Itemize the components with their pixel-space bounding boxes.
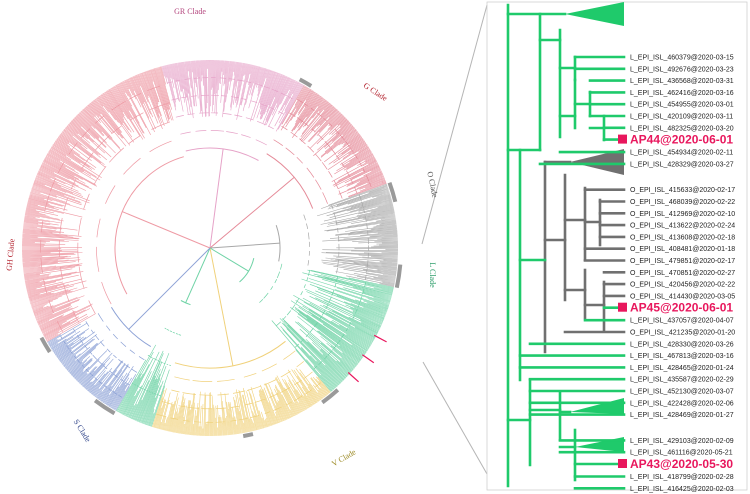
zoom-connector-lines [421, 4, 488, 475]
clade-label: GH Clade [5, 238, 17, 271]
leaf-label: L_EPI_ISL_428329@2020-03-27 [630, 161, 734, 168]
clade-branches-G [209, 85, 387, 249]
leaf-label: O_EPI_ISL_479851@2020-02-17 [630, 258, 735, 265]
highlighted-sample-marker [618, 134, 627, 144]
clade-rim-segment [387, 182, 398, 203]
collapsed-clade-triangle [570, 398, 624, 414]
zoom-panel-frame [486, 1, 748, 491]
collapsed-clade-triangle [570, 149, 624, 175]
clade-rim-segment [93, 398, 116, 416]
highlighted-sample-marker [618, 459, 627, 468]
clade-label: GR Clade [174, 7, 206, 16]
leaf-label: O_EPI_ISL_470851@2020-02-27 [630, 270, 735, 277]
leaf-label: L_EPI_ISL_461116@2020-05-21 [630, 450, 733, 457]
clade-label: O Clade [425, 171, 439, 199]
leaf-label: O_EPI_ISL_415633@2020-02-17 [630, 187, 735, 194]
leaf-label: L_EPI_ISL_454934@2020-02-11 [630, 150, 733, 157]
clade-branches-GH [21, 66, 211, 342]
clade-label: G Clade [362, 81, 389, 103]
leaf-label: L_EPI_ISL_462416@2020-03-16 [630, 90, 734, 97]
leaf-label: L_EPI_ISL_420109@2020-03-11 [630, 114, 733, 121]
clade-branches-V [152, 247, 331, 437]
clade-rim-segment [242, 432, 254, 439]
leaf-label: O_EPI_ISL_408481@2020-01-18 [630, 246, 735, 253]
clade-rim-segment [298, 77, 313, 88]
leaf-label: L_EPI_ISL_437057@2020-04-07 [630, 318, 734, 325]
collapsed-clade-triangle [565, 2, 624, 26]
leaf-label: L_EPI_ISL_435587@2020-02-29 [630, 377, 734, 384]
leaf-label: L_EPI_ISL_467813@2020-03-16 [630, 353, 734, 360]
leaf-label: L_EPI_ISL_418799@2020-02-28 [630, 474, 734, 481]
clade-label: S Clade [72, 418, 93, 444]
leaf-label: O_EPI_ISL_421235@2020-01-20 [630, 330, 735, 337]
leaf-label: L_EPI_ISL_436568@2020-03-31 [630, 78, 734, 85]
leaf-label: O_EPI_ISL_420456@2020-02-22 [630, 282, 735, 289]
leaf-label: L_EPI_ISL_429103@2020-02-09 [630, 438, 734, 445]
leaf-label: L_EPI_ISL_482325@2020-03-20 [630, 125, 734, 132]
clade-branches-O [209, 183, 399, 287]
sample-marker-tick [362, 354, 375, 364]
clade-branches-GR [161, 59, 304, 249]
leaf-label: L_EPI_ISL_422428@2020-02-06 [630, 400, 734, 407]
clade-rim-segment [394, 264, 403, 289]
leaf-label: O_EPI_ISL_468039@2020-02-22 [630, 199, 735, 206]
clade-label: L Clade [428, 262, 437, 288]
leaf-label: L_EPI_ISL_428465@2020-01-24 [630, 365, 734, 372]
leaf-label: L_EPI_ISL_416425@2020-02-03 [630, 486, 734, 493]
highlighted-sample-label: AP45@2020-06-01 [630, 301, 733, 315]
circular-tree [21, 59, 403, 439]
clade-rim-segment [321, 388, 340, 405]
highlighted-sample-marker [618, 302, 627, 312]
leaf-label: L_EPI_ISL_428330@2020-03-26 [630, 341, 734, 348]
highlighted-sample-label: AP43@2020-05-30 [630, 457, 733, 471]
clade-branches-S [47, 247, 211, 411]
leaf-label: L_EPI_ISL_492676@2020-03-23 [630, 66, 734, 73]
leaf-label: O_EPI_ISL_414430@2020-03-05 [630, 293, 735, 300]
clade-branches-L [209, 247, 394, 392]
zoom-subtree: L_EPI_ISL_460379@2020-03-15 L_EPI_ISL_492… [506, 2, 735, 493]
leaf-label: O_EPI_ISL_412969@2020-02-10 [630, 211, 735, 218]
sample-marker-tick [347, 372, 359, 383]
clade-branches-L2 [116, 247, 211, 427]
leaf-label: L_EPI_ISL_452130@2020-03-07 [630, 389, 734, 396]
leaf-label: L_EPI_ISL_460379@2020-03-15 [630, 55, 734, 62]
leaf-label: L_EPI_ISL_428469@2020-01-27 [630, 412, 734, 419]
leaf-label: O_EPI_ISL_413608@2020-02-18 [630, 234, 735, 241]
clade-rim-segment [39, 336, 52, 354]
clade-label: V Clade [330, 447, 358, 468]
leaf-label: L_EPI_ISL_454955@2020-03-01 [630, 102, 734, 109]
highlighted-sample-label: AP44@2020-06-01 [630, 133, 733, 147]
sample-marker-tick [373, 334, 387, 343]
leaf-label: O_EPI_ISL_413622@2020-02-24 [630, 223, 735, 230]
